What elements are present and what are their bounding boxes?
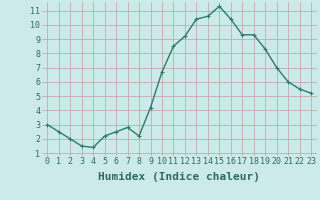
X-axis label: Humidex (Indice chaleur): Humidex (Indice chaleur) (98, 172, 260, 182)
